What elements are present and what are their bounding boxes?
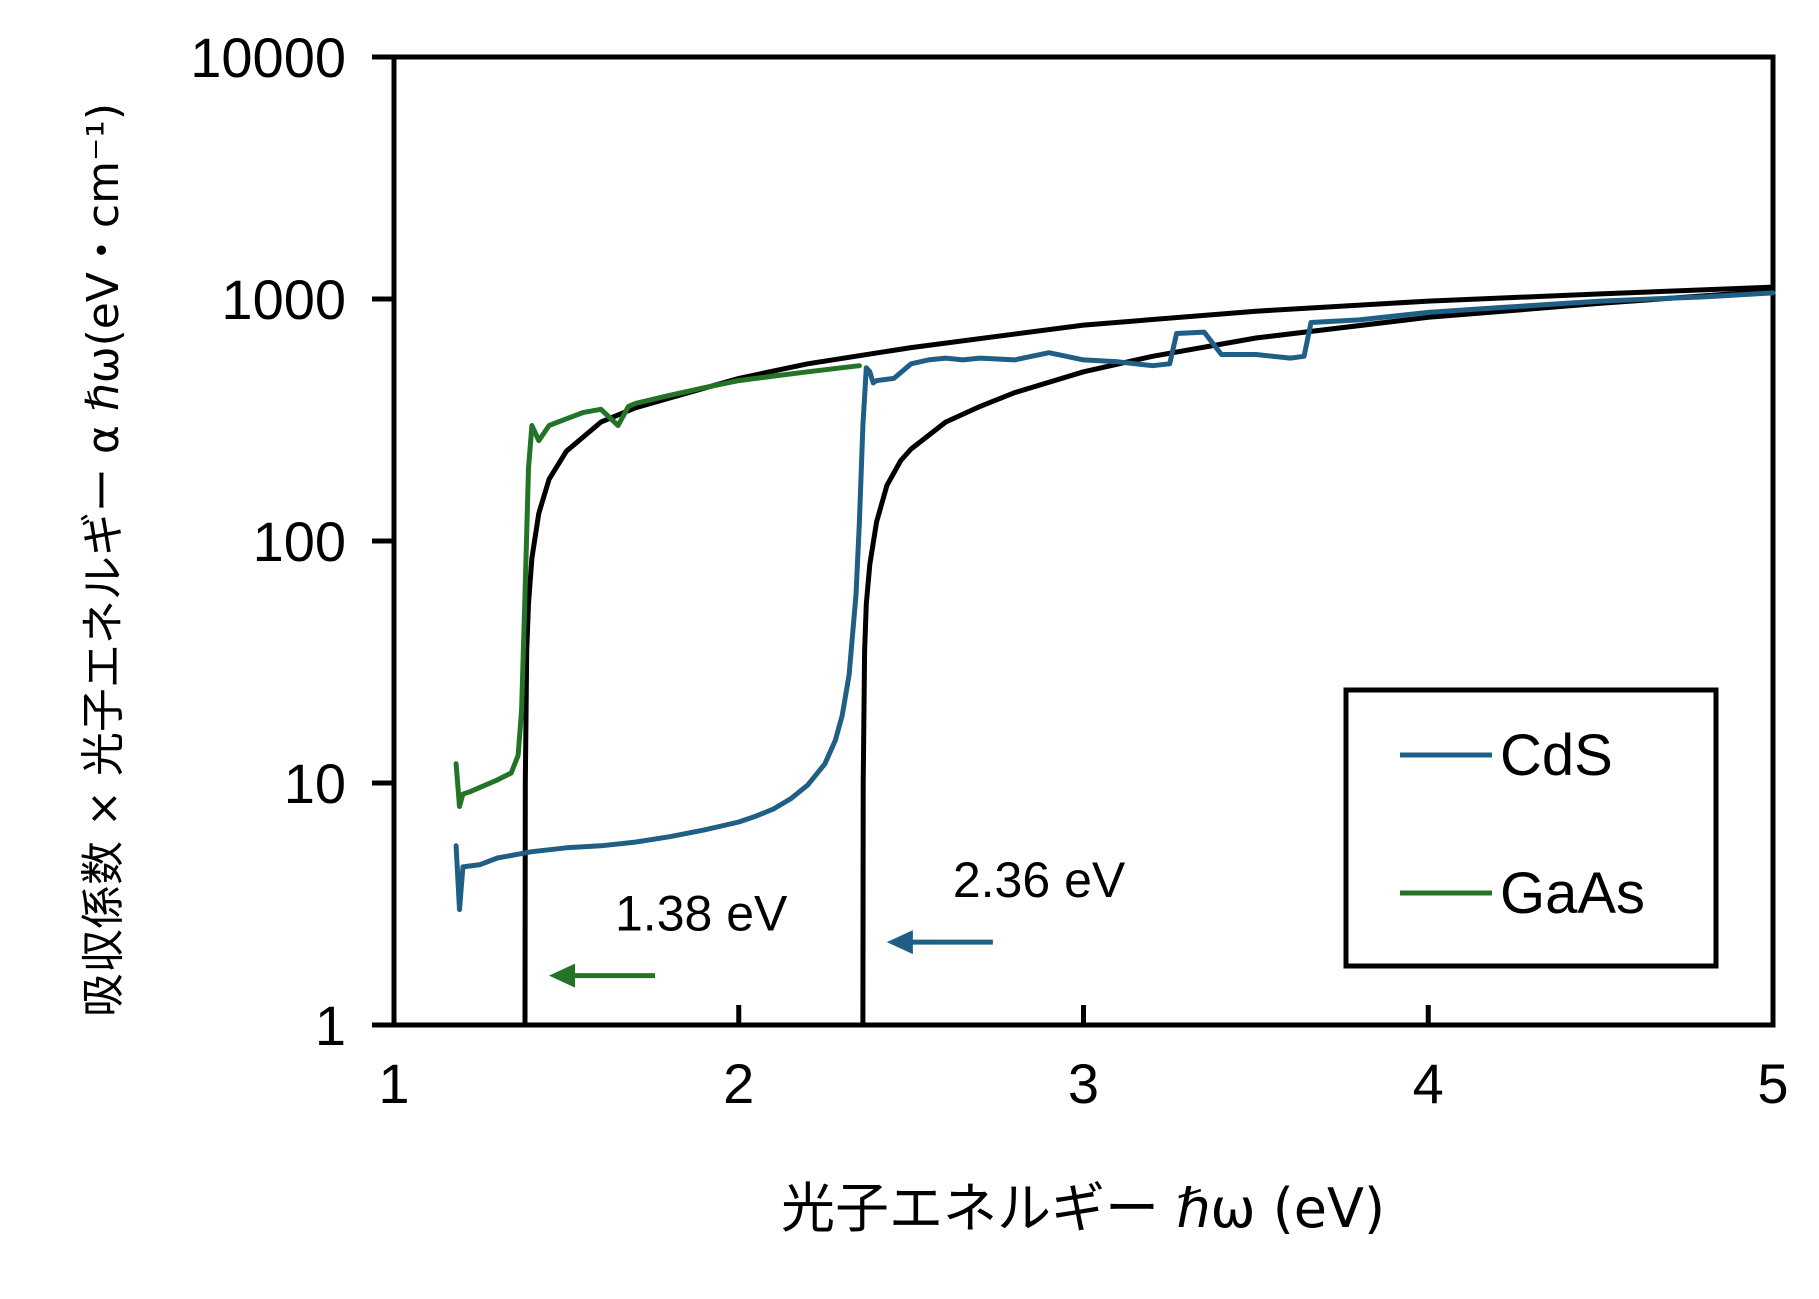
x-axis-title: 光子エネルギー ℏω (eV) (781, 1177, 1385, 1240)
x-tick-label: 1 (378, 1052, 409, 1115)
y-tick-label: 1000 (221, 268, 346, 331)
y-tick-label: 1 (315, 994, 346, 1057)
y-tick-label: 100 (253, 510, 346, 573)
y-axis-ticks: 1 10 100 1000 10000 (190, 26, 394, 1057)
annotation-label: 1.38 eV (615, 886, 788, 942)
x-tick-label: 2 (723, 1052, 754, 1115)
x-tick-label: 4 (1413, 1052, 1444, 1115)
series-layer (453, 284, 1776, 1028)
legend-box (1343, 687, 1719, 969)
annotation-layer: 1.38 eV 2.36 eV (549, 852, 1126, 988)
series-line-gaas (453, 363, 862, 809)
annotation-arrow-head (549, 963, 576, 988)
y-tick-label: 10 (284, 752, 346, 815)
annotation-arrow-head (886, 930, 913, 955)
legend-label-gaas: GaAs (1500, 861, 1645, 926)
x-axis-ticks: 1 2 3 4 5 (378, 1005, 1789, 1115)
legend-label-cds: CdS (1500, 723, 1613, 788)
fit-curve-2 (522, 284, 1776, 1028)
series-line-cds (453, 290, 1776, 912)
x-tick-label: 3 (1068, 1052, 1099, 1115)
x-tick-label: 5 (1757, 1052, 1788, 1115)
legend: CdS GaAs (1343, 687, 1719, 969)
y-tick-label: 10000 (190, 26, 346, 89)
annotation-label: 2.36 eV (953, 852, 1126, 908)
y-axis-title: 吸収係数 × 光子エネルギー α ℏω(eV・cm⁻¹) (78, 103, 129, 1017)
fit-curve-3 (860, 288, 1776, 1028)
